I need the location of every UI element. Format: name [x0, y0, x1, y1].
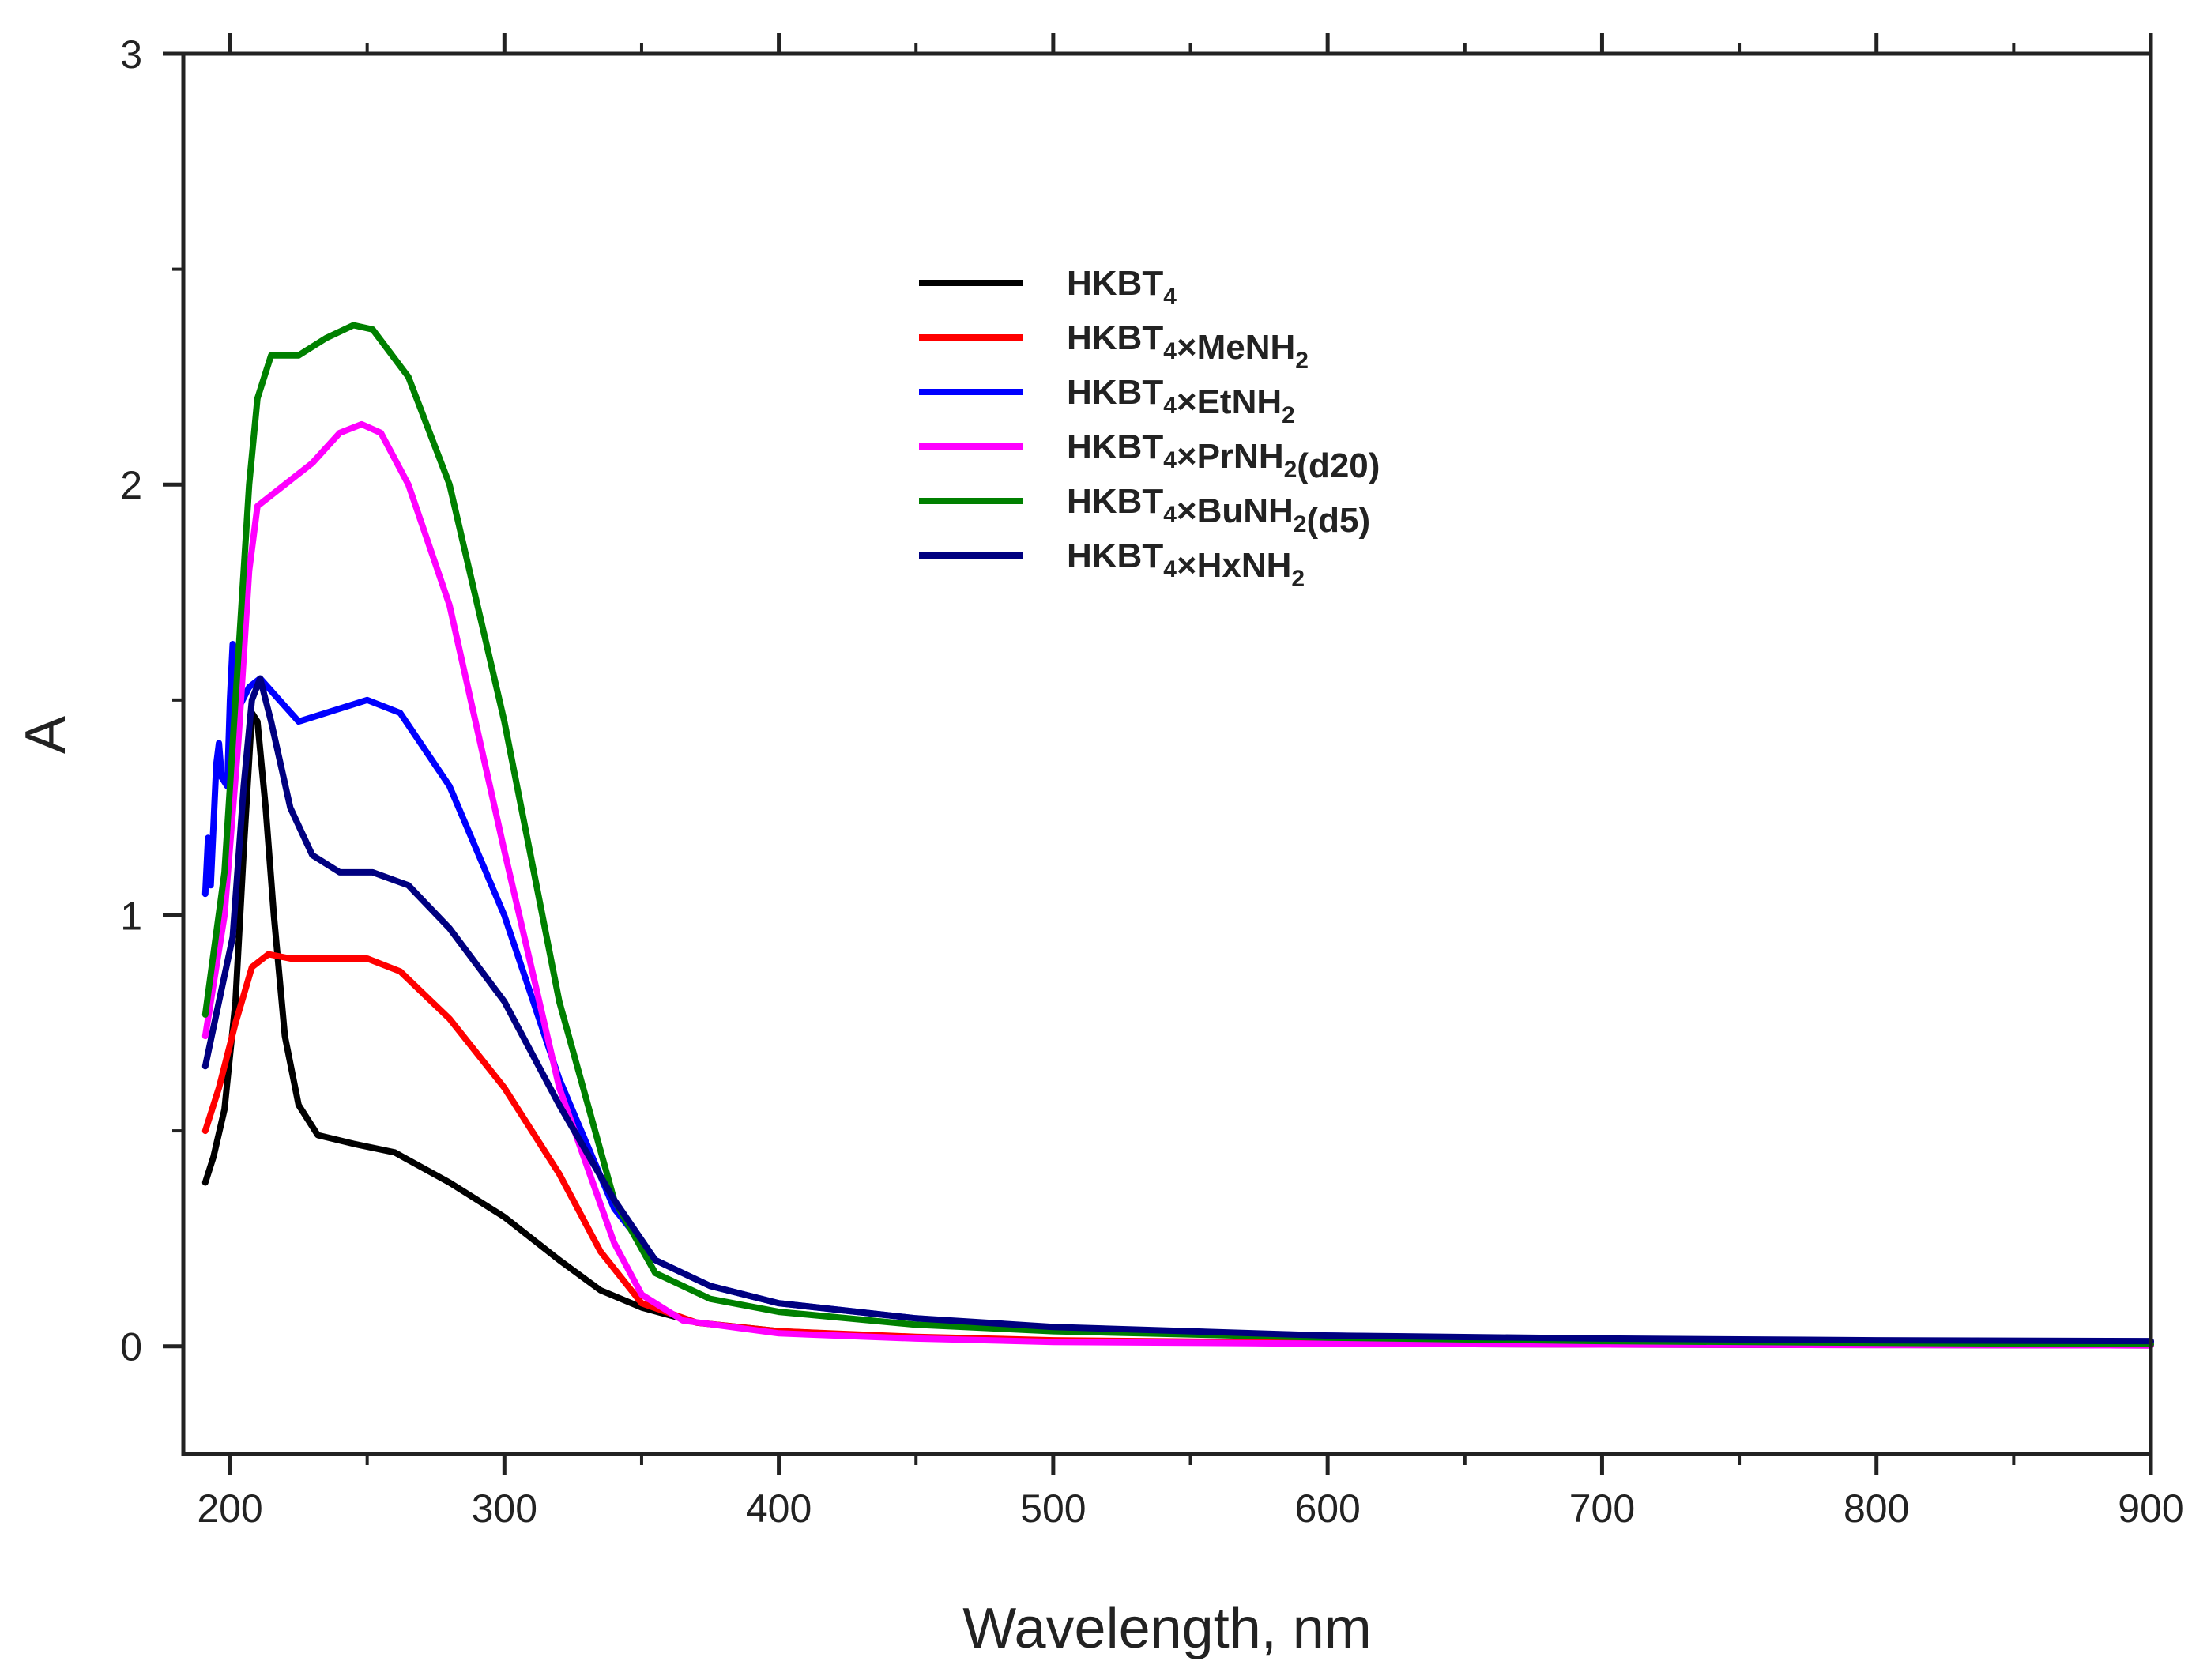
legend-label: HKBT4×EtNH2: [1067, 373, 1295, 428]
series-line: [201, 322, 2154, 1347]
series-line: [201, 951, 2154, 1349]
axes-layer: 200 300 400 500 600 700 800 900 0 1 2 3: [120, 32, 2184, 1531]
y-tick-label: 1: [120, 894, 142, 938]
legend-label: HKBT4×HxNH2: [1067, 537, 1305, 592]
legend-label: HKBT4×MeNH2: [1067, 318, 1309, 374]
x-tick-label: 600: [1294, 1486, 1360, 1531]
x-tick-label: 700: [1569, 1486, 1635, 1531]
x-axis-title: Wavelength, nm: [962, 1597, 1372, 1660]
y-axis-title: A: [14, 716, 77, 754]
legend-label: HKBT4: [1067, 264, 1177, 310]
series-line: [201, 675, 2154, 1345]
x-tick-label: 300: [472, 1486, 537, 1531]
legend: HKBT4 HKBT4×MeNH2HKBT4×EtNH2HKBT4×PrNH2(d…: [919, 264, 1380, 592]
x-tick-label: 800: [1844, 1486, 1909, 1531]
series-line: [201, 420, 2154, 1349]
y-tick-label: 2: [120, 463, 142, 507]
y-tick-label: 0: [120, 1325, 142, 1369]
legend-label: HKBT4×BuNH2(d5): [1067, 482, 1370, 540]
plot-frame: [181, 51, 2153, 1456]
y-tick-label: 3: [120, 32, 142, 77]
series-layer: [201, 322, 2154, 1349]
x-tick-label: 500: [1020, 1486, 1086, 1531]
x-tick-label: 200: [197, 1486, 262, 1531]
x-tick-label: 400: [746, 1486, 812, 1531]
x-tick-label: 900: [2118, 1486, 2183, 1531]
legend-label: HKBT4×PrNH2(d20): [1067, 428, 1380, 485]
